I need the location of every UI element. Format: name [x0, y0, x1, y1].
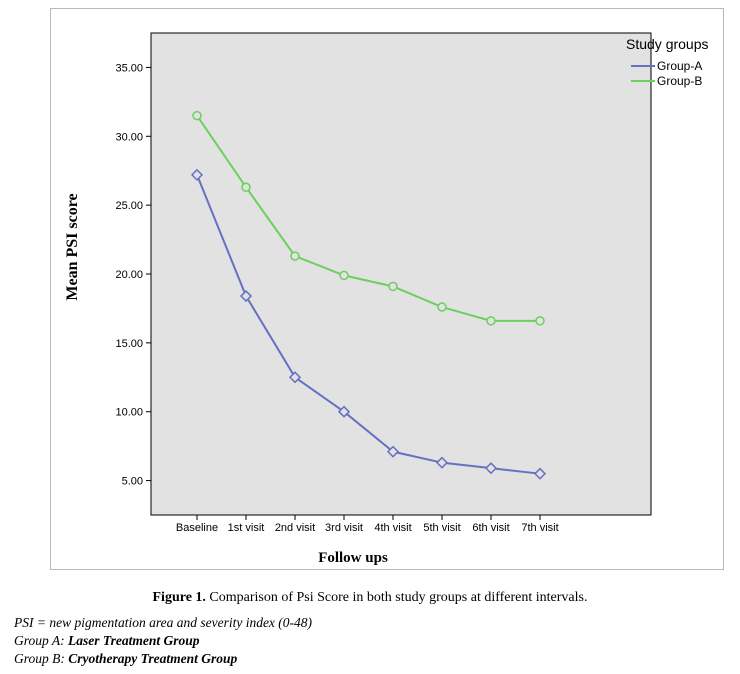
x-tick-label: Baseline: [176, 522, 218, 534]
series-line-group-b: [196, 115, 540, 322]
figure-notes: PSI = new pigmentation area and severity…: [14, 614, 312, 668]
x-tick-label: 1st visit: [228, 522, 265, 534]
data-point-group-b: [192, 110, 202, 121]
x-tick-label: 3rd visit: [325, 522, 363, 534]
x-tick-label: 6th visit: [472, 522, 509, 534]
data-point-group-b: [486, 316, 496, 326]
data-point-group-a: [386, 445, 400, 458]
data-point-group-a: [288, 371, 302, 384]
x-tick-label: 7th visit: [521, 522, 558, 534]
data-point-group-a: [337, 405, 351, 418]
data-point-group-a: [435, 456, 449, 469]
note-group-b-prefix: Group B:: [14, 651, 69, 666]
x-tick-label: 4th visit: [374, 522, 411, 534]
note-group-b-text: Cryotherapy Treatment Group: [68, 651, 238, 666]
legend-label-group-b: Group-B: [657, 74, 702, 88]
y-tick-label: 30.00: [115, 131, 143, 143]
y-tick-label: 10.00: [115, 407, 143, 419]
y-tick-label: 35.00: [115, 62, 143, 74]
note-group-a: Group A: Laser Treatment Group: [14, 632, 312, 650]
plot-area: [150, 32, 652, 516]
figure-caption: Figure 1. Comparison of Psi Score in bot…: [0, 590, 740, 606]
data-point-group-b: [290, 251, 300, 261]
legend-label-group-a: Group-A: [657, 59, 702, 73]
figure-label: Figure 1.: [152, 590, 206, 605]
data-point-group-b: [339, 270, 349, 281]
y-tick-label: 25.00: [115, 200, 143, 212]
legend: Study groups Group-A Group-B: [626, 36, 709, 88]
y-tick-label: 5.00: [122, 476, 143, 488]
data-point-group-a: [239, 289, 253, 303]
note-group-b: Group B: Cryotherapy Treatment Group: [14, 650, 312, 668]
data-point-group-b: [241, 182, 251, 192]
legend-title: Study groups: [626, 36, 709, 52]
line-chart: 5.00 10.00 15.00 20.00 25.00 30.00 35.00 Baseli…: [64, 32, 709, 566]
y-tick-label: 15.00: [115, 338, 143, 350]
data-point-group-a: [484, 462, 498, 475]
y-tick-label: 20.00: [115, 269, 143, 281]
data-point-group-a: [533, 467, 547, 480]
x-axis-label: Follow ups: [318, 550, 388, 566]
axes: 5.00 10.00 15.00 20.00 25.00 30.00 35.00 Baseli…: [115, 62, 558, 534]
chart-figure: 5.00 10.00 15.00 20.00 25.00 30.00 35.00 Baseli…: [50, 8, 724, 570]
note-group-a-prefix: Group A:: [14, 633, 68, 648]
data-point-group-a: [190, 168, 204, 181]
figure-caption-text: Comparison of Psi Score in both study gr…: [205, 590, 588, 605]
x-tick-label: 2nd visit: [275, 522, 315, 534]
series-lines: [190, 110, 547, 480]
series-line-group-a: [196, 174, 541, 475]
x-tick-label: 5th visit: [423, 522, 460, 534]
note-psi: PSI = new pigmentation area and severity…: [14, 615, 313, 630]
data-point-group-b: [535, 316, 545, 326]
data-point-group-b: [437, 302, 447, 312]
y-axis-label: Mean PSI score: [64, 193, 81, 300]
data-point-group-b: [388, 281, 398, 292]
note-group-a-text: Laser Treatment Group: [68, 633, 200, 648]
